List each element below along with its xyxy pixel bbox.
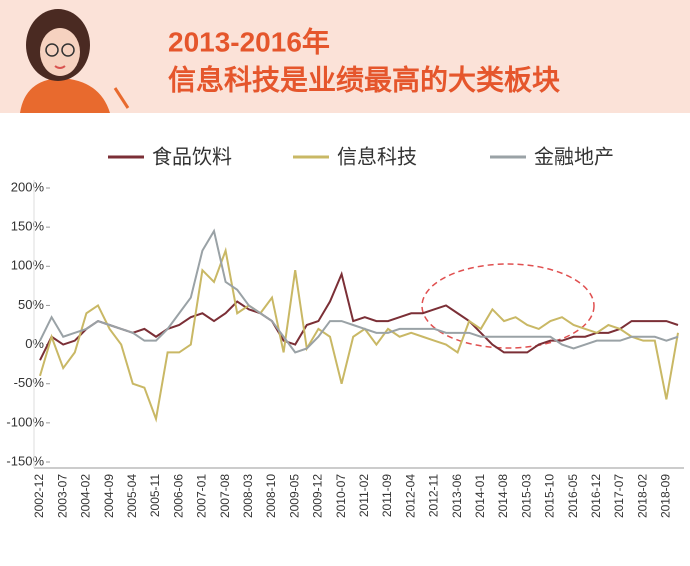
x-tick-label: 2018-02 [635, 474, 649, 518]
y-tick-label: 100% [11, 258, 45, 273]
x-tick-label: 2015-10 [543, 474, 557, 518]
x-tick-label: 2011-02 [357, 474, 371, 517]
x-tick-label: 2018-09 [659, 474, 673, 518]
y-tick-label: 50% [18, 297, 44, 312]
header-band [0, 0, 690, 113]
title-line2: 信息科技是业绩最高的大类板块 [168, 63, 560, 95]
legend-label: 食品饮料 [152, 145, 232, 168]
x-tick-label: 2007-01 [195, 474, 209, 518]
x-tick-label: 2007-08 [218, 474, 232, 518]
x-tick-label: 2014-01 [473, 474, 487, 518]
y-tick-label: -100% [6, 414, 44, 429]
x-tick-label: 2016-05 [566, 474, 580, 518]
x-tick-label: 2009-05 [287, 474, 301, 518]
x-tick-label: 2012-11 [427, 474, 441, 517]
x-tick-label: 2006-06 [171, 474, 185, 518]
x-tick-label: 2008-10 [264, 474, 278, 518]
legend-label: 金融地产 [534, 145, 614, 168]
legend-label: 信息科技 [337, 145, 417, 168]
x-tick-label: 2004-09 [102, 474, 116, 518]
x-tick-label: 2015-03 [519, 474, 533, 518]
x-tick-label: 2002-12 [32, 474, 46, 518]
series-line [39, 246, 679, 423]
plot: 200%150%100%50%0%-50%-100%-150%2002-12 20… [6, 179, 684, 518]
x-tick-label: 2009-12 [311, 474, 325, 518]
x-tick-label: 2011-09 [380, 474, 394, 517]
x-tick-label: 2017-07 [612, 474, 626, 518]
y-tick-label: 150% [11, 219, 45, 234]
series-line [39, 270, 679, 361]
avatar [20, 9, 130, 113]
y-tick-label: -50% [14, 375, 45, 390]
x-tick-label: 2005-11 [148, 474, 162, 517]
legend: 食品饮料 信息科技 金融地产 [108, 145, 614, 168]
x-tick-label: 2012-04 [403, 474, 417, 518]
x-tick-label: 2013-06 [450, 474, 464, 518]
x-tick-label: 2014-08 [496, 474, 510, 518]
x-tick-label: 2005-04 [125, 474, 139, 518]
series-line [39, 228, 679, 354]
title-line1: 2013-2016年 [168, 25, 330, 57]
x-tick-label: 2003-07 [55, 474, 69, 518]
x-tick-label: 2008-03 [241, 474, 255, 518]
x-tick-label: 2010-07 [334, 474, 348, 518]
x-tick-label: 2016-12 [589, 474, 603, 518]
y-tick-label: -150% [6, 453, 44, 468]
x-tick-label: 2004-02 [79, 474, 93, 518]
y-tick-label: 200% [11, 179, 45, 194]
highlight-ellipse [421, 263, 595, 349]
